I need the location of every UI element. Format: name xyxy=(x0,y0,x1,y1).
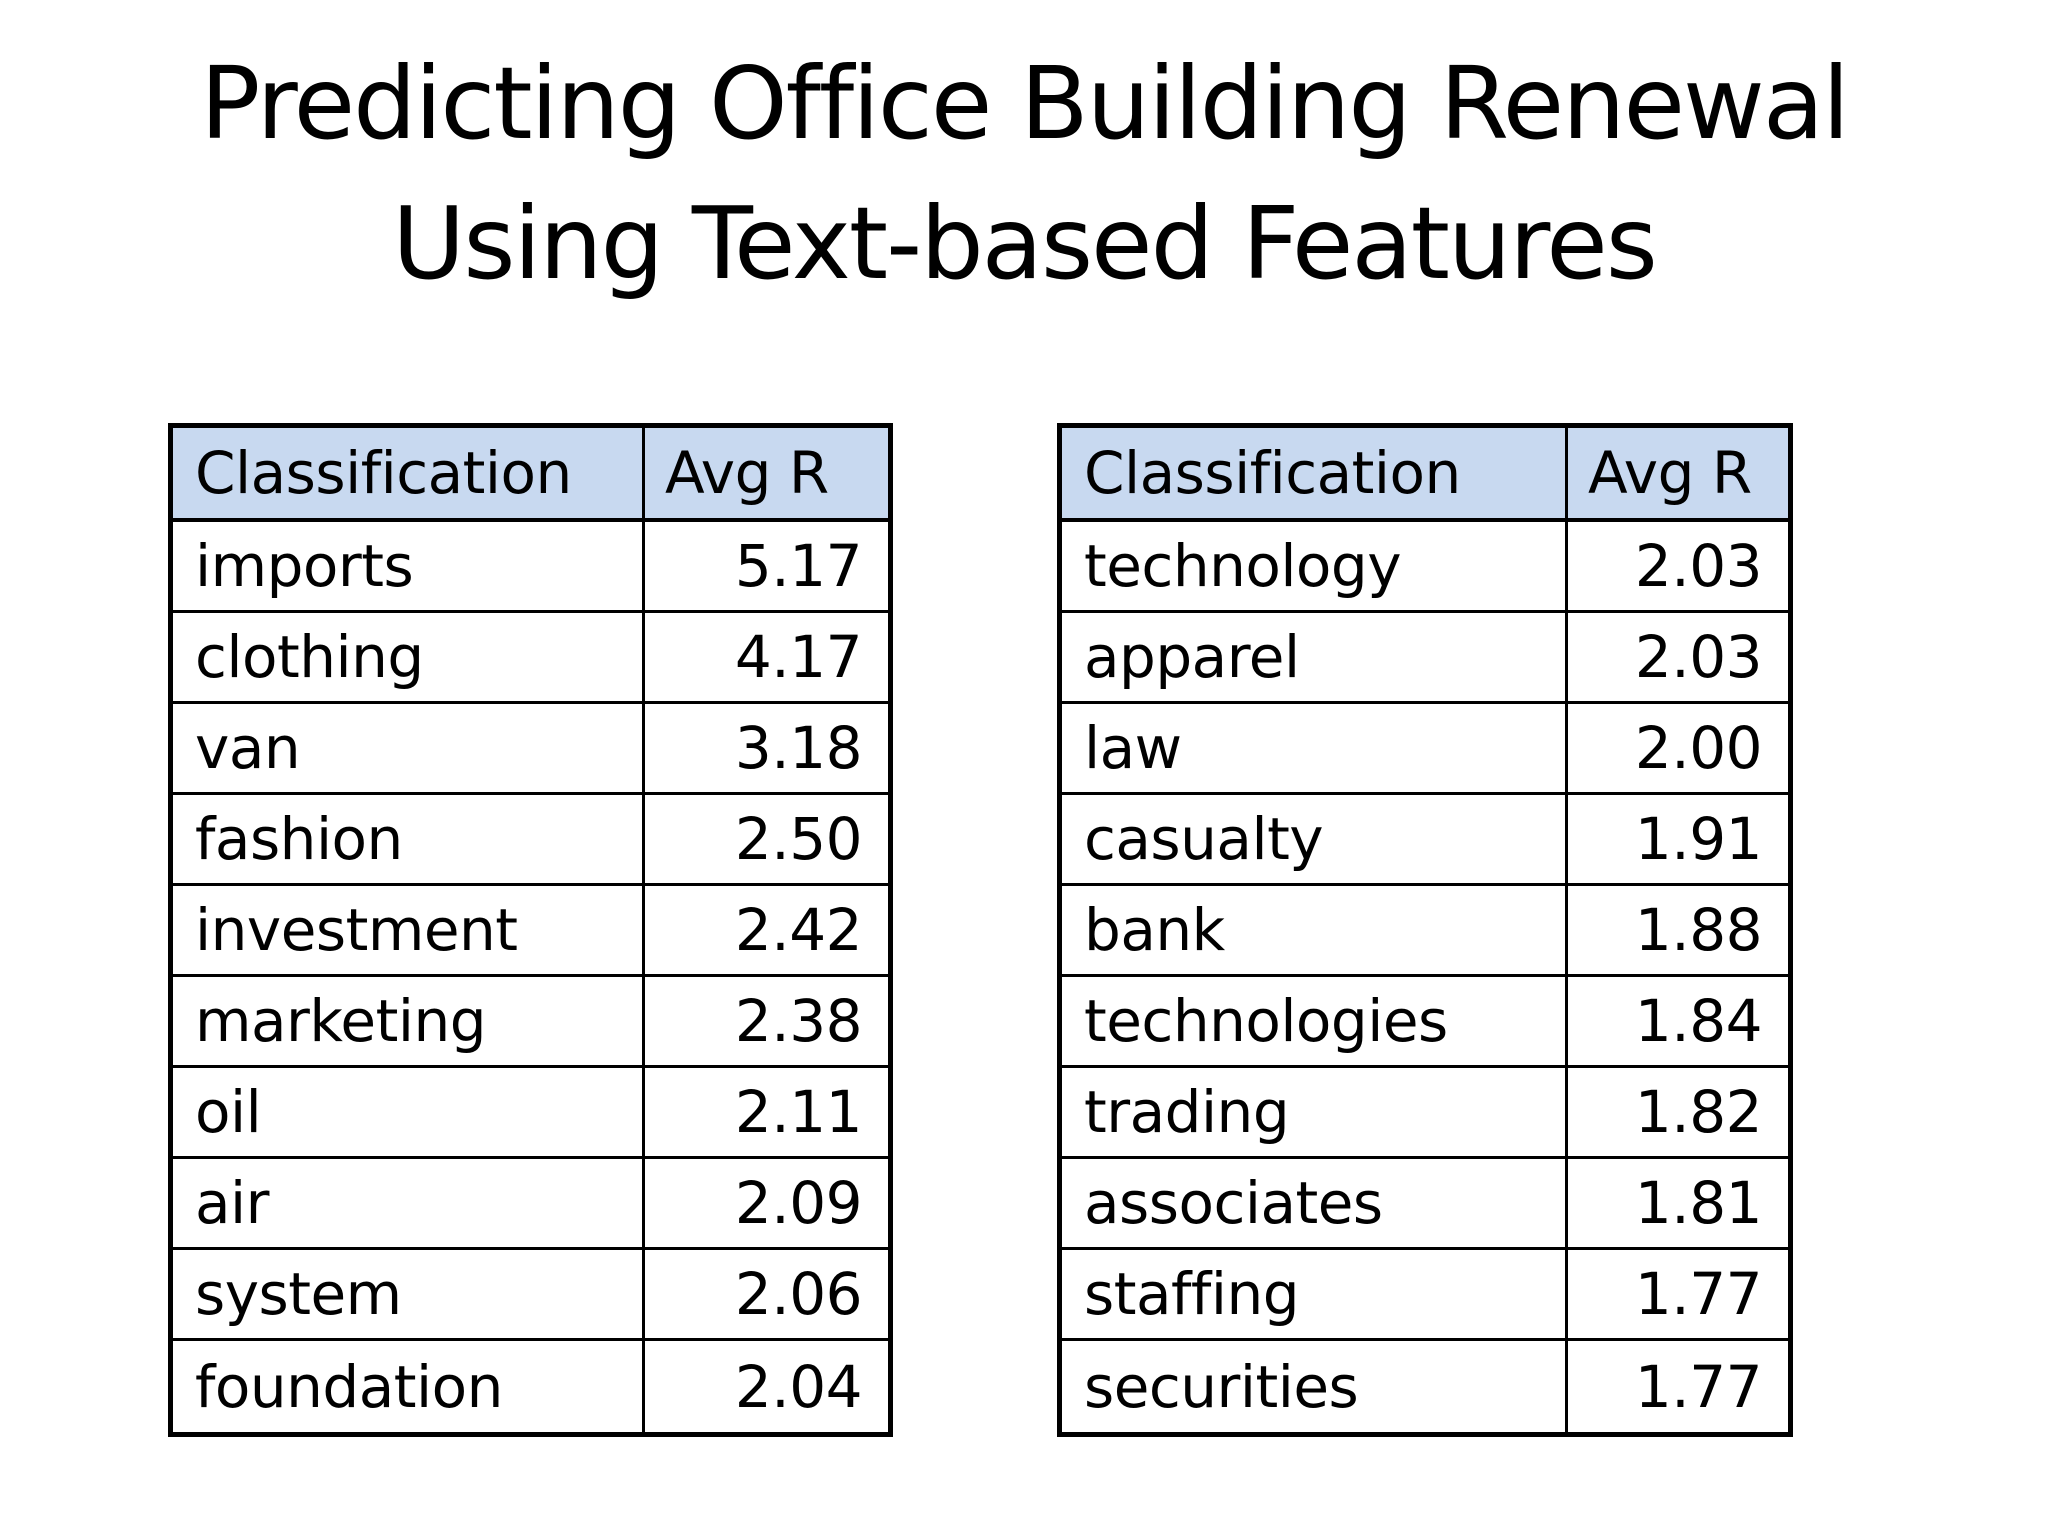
avg-r-cell: 2.00 xyxy=(1568,704,1788,795)
avg-r-cell: 2.38 xyxy=(645,977,888,1068)
avg-r-cell: 2.50 xyxy=(645,795,888,886)
avg-r-cell: 1.88 xyxy=(1568,886,1788,977)
classification-cell: bank xyxy=(1062,886,1568,977)
classification-table-left: Classification Avg R imports 5.17 clothin… xyxy=(168,423,893,1437)
table-row: technology 2.03 xyxy=(1062,522,1788,613)
table-row: law 2.00 xyxy=(1062,704,1788,795)
header-row: Classification Avg R xyxy=(173,428,888,522)
table-row: imports 5.17 xyxy=(173,522,888,613)
table-row: associates 1.81 xyxy=(1062,1159,1788,1250)
avg-r-cell: 1.77 xyxy=(1568,1250,1788,1341)
avg-r-cell: 2.42 xyxy=(645,886,888,977)
classification-cell: technology xyxy=(1062,522,1568,613)
classification-cell: securities xyxy=(1062,1341,1568,1432)
page-title: Predicting Office Building Renewal Using… xyxy=(0,34,2048,314)
table-row: apparel 2.03 xyxy=(1062,613,1788,704)
title-line-2: Using Text-based Features xyxy=(392,185,1658,302)
classification-column-header: Classification xyxy=(173,428,645,522)
avg-r-cell: 1.82 xyxy=(1568,1068,1788,1159)
avg-r-cell: 1.81 xyxy=(1568,1159,1788,1250)
avg-r-cell: 3.18 xyxy=(645,704,888,795)
avg-r-cell: 1.77 xyxy=(1634,1352,1763,1421)
avg-r-cell: 1.84 xyxy=(1568,977,1788,1068)
classification-cell: van xyxy=(173,704,645,795)
classification-cell: foundation xyxy=(173,1341,645,1432)
avg-r-cell: 2.11 xyxy=(645,1068,888,1159)
classification-cell: apparel xyxy=(1062,613,1568,704)
table-row: air 2.09 xyxy=(173,1159,888,1250)
avg-r-cell: 5.17 xyxy=(645,522,888,613)
table-row: marketing 2.38 xyxy=(173,977,888,1068)
title-line-1: Predicting Office Building Renewal xyxy=(200,45,1850,162)
classification-table-right: Classification Avg R technology 2.03 appa… xyxy=(1057,423,1793,1437)
classification-cell: investment xyxy=(173,886,645,977)
avg-r-cell: 2.03 xyxy=(1568,613,1788,704)
table-row: staffing 1.77 xyxy=(1062,1250,1788,1341)
classification-cell: trading xyxy=(1062,1068,1568,1159)
table-row: securities 1.77 xyxy=(1062,1341,1788,1432)
table-row: oil 2.11 xyxy=(173,1068,888,1159)
table-row: trading 1.82 xyxy=(1062,1068,1788,1159)
classification-cell: law xyxy=(1062,704,1568,795)
classification-cell: imports xyxy=(173,522,645,613)
table-row: bank 1.88 xyxy=(1062,886,1788,977)
table-row: van 3.18 xyxy=(173,704,888,795)
classification-cell: staffing xyxy=(1062,1250,1568,1341)
table-row: technologies 1.84 xyxy=(1062,977,1788,1068)
avg-r-cell: 1.91 xyxy=(1568,795,1788,886)
avg-r-cell: 2.03 xyxy=(1568,522,1788,613)
avg-r-cell: 4.17 xyxy=(645,613,888,704)
avg-r-cell: 2.09 xyxy=(645,1159,888,1250)
classification-column-header: Classification xyxy=(1062,428,1568,522)
avg-r-cell: 2.06 xyxy=(645,1250,888,1341)
avg-r-cell: 2.04 xyxy=(734,1352,863,1421)
classification-cell: system xyxy=(173,1250,645,1341)
classification-cell: fashion xyxy=(173,795,645,886)
classification-cell: casualty xyxy=(1062,795,1568,886)
table-row: fashion 2.50 xyxy=(173,795,888,886)
table-row: clothing 4.17 xyxy=(173,613,888,704)
header-row: Classification Avg R xyxy=(1062,428,1788,522)
avg-r-column-header: Avg R xyxy=(645,428,888,522)
avg-r-column-header: Avg R xyxy=(1568,428,1788,522)
table-row: foundation 2.04 xyxy=(173,1341,888,1432)
table-row: casualty 1.91 xyxy=(1062,795,1788,886)
classification-cell: oil xyxy=(173,1068,645,1159)
table-row: investment 2.42 xyxy=(173,886,888,977)
classification-cell: clothing xyxy=(173,613,645,704)
table-row: system 2.06 xyxy=(173,1250,888,1341)
classification-cell: associates xyxy=(1062,1159,1568,1250)
classification-cell: marketing xyxy=(173,977,645,1068)
classification-cell: air xyxy=(173,1159,645,1250)
classification-cell: technologies xyxy=(1062,977,1568,1068)
